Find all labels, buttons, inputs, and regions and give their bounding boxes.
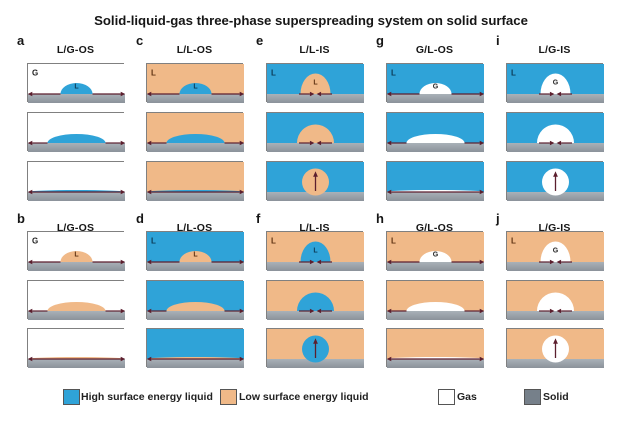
svg-text:G: G	[433, 252, 439, 259]
svg-text:L: L	[271, 69, 276, 78]
svg-text:L: L	[391, 69, 396, 78]
svg-text:L: L	[511, 237, 516, 246]
svg-text:G: G	[553, 80, 559, 87]
svg-text:G: G	[32, 237, 38, 246]
svg-text:L: L	[193, 84, 198, 91]
svg-text:L: L	[74, 252, 79, 259]
svg-text:L: L	[151, 237, 156, 246]
svg-text:L: L	[151, 69, 156, 78]
svg-text:L: L	[271, 237, 276, 246]
svg-text:L: L	[313, 248, 318, 255]
svg-text:L: L	[391, 237, 396, 246]
svg-text:G: G	[433, 84, 439, 91]
svg-text:L: L	[313, 80, 318, 87]
svg-text:G: G	[553, 248, 559, 255]
svg-text:L: L	[74, 84, 79, 91]
svg-text:L: L	[511, 69, 516, 78]
svg-text:L: L	[193, 252, 198, 259]
svg-text:G: G	[32, 69, 38, 78]
